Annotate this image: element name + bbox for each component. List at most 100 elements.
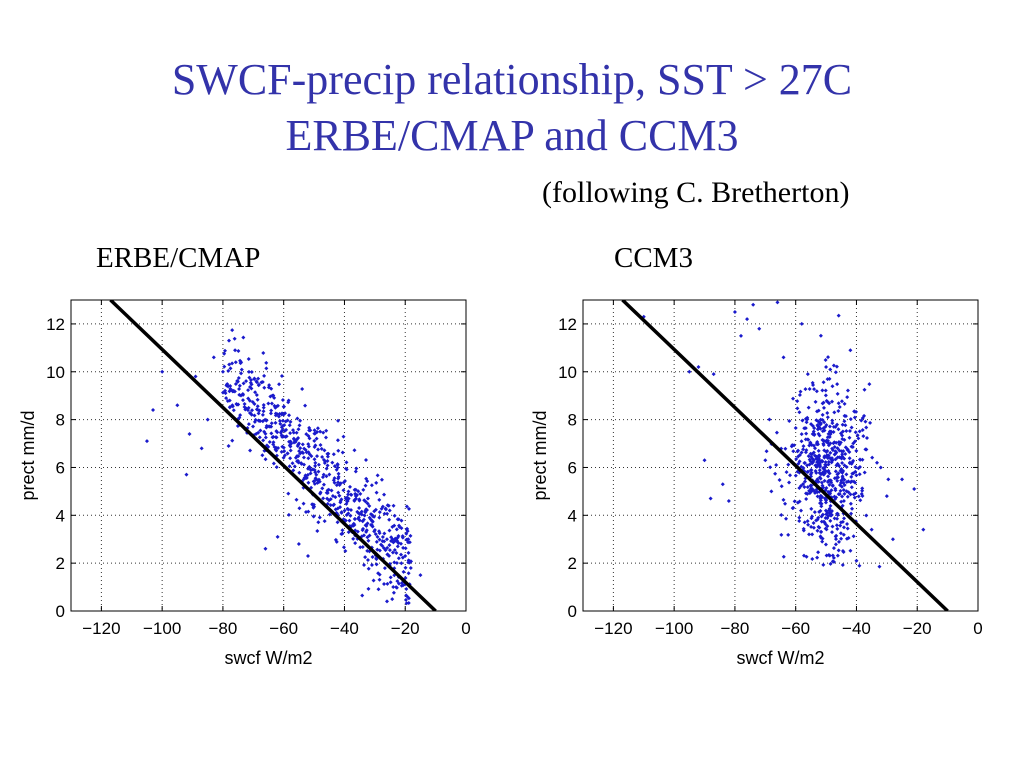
data-point	[815, 528, 820, 533]
data-point	[836, 409, 841, 414]
data-point	[238, 393, 243, 398]
data-point	[250, 400, 255, 405]
data-point	[856, 436, 861, 441]
data-point	[343, 466, 348, 471]
data-point	[248, 411, 253, 416]
data-point	[242, 402, 247, 407]
data-point	[379, 506, 384, 511]
x-tick-label: 0	[461, 619, 470, 638]
data-point	[811, 458, 816, 463]
data-point	[241, 381, 246, 386]
data-point	[331, 452, 336, 457]
data-point	[362, 513, 367, 518]
data-point	[779, 484, 784, 489]
data-point	[234, 402, 239, 407]
data-point	[253, 417, 258, 422]
data-point	[269, 431, 274, 436]
data-point	[835, 472, 840, 477]
data-point	[364, 457, 369, 462]
data-point	[296, 441, 301, 446]
data-point	[767, 417, 772, 422]
data-point	[848, 492, 853, 497]
data-point	[851, 534, 856, 539]
data-point	[382, 566, 387, 571]
data-point	[297, 506, 302, 511]
data-point	[369, 523, 374, 528]
data-point	[838, 431, 843, 436]
data-point	[372, 509, 377, 514]
data-point	[811, 521, 816, 526]
data-point	[365, 479, 370, 484]
subtitle: (following C. Bretherton)	[542, 176, 850, 209]
data-point	[369, 512, 374, 517]
data-point	[842, 477, 847, 482]
data-point	[838, 523, 843, 528]
data-point	[791, 505, 796, 510]
data-point	[295, 416, 300, 421]
data-point	[315, 426, 320, 431]
data-point	[267, 439, 272, 444]
data-point	[267, 383, 272, 388]
data-point	[284, 434, 289, 439]
data-point	[798, 389, 803, 394]
data-point	[841, 532, 846, 537]
data-point	[341, 434, 346, 439]
data-point	[316, 469, 321, 474]
data-point	[313, 460, 318, 465]
data-point	[352, 448, 357, 453]
y-tick-label: 12	[46, 315, 65, 334]
data-point	[303, 403, 308, 408]
data-point	[291, 428, 296, 433]
data-point	[369, 483, 374, 488]
data-point	[273, 435, 278, 440]
data-point	[834, 537, 839, 542]
data-point	[404, 504, 409, 509]
data-point	[380, 535, 385, 540]
data-point	[346, 496, 351, 501]
data-point	[774, 463, 779, 468]
data-point	[799, 508, 804, 513]
data-point	[830, 418, 835, 423]
data-point	[223, 391, 228, 396]
data-point	[325, 458, 330, 463]
data-point	[331, 503, 336, 508]
data-point	[365, 557, 370, 562]
data-point	[406, 601, 411, 606]
data-point	[301, 455, 306, 460]
data-point	[396, 534, 401, 539]
data-point	[175, 403, 180, 408]
data-point	[817, 461, 822, 466]
data-point	[318, 443, 323, 448]
data-point	[306, 456, 311, 461]
data-point	[193, 374, 198, 379]
data-point	[802, 485, 807, 490]
data-point	[835, 516, 840, 521]
data-point	[211, 355, 216, 360]
data-point	[805, 372, 810, 377]
data-point	[840, 452, 845, 457]
data-point	[826, 462, 831, 467]
data-point	[850, 471, 855, 476]
data-point	[844, 464, 849, 469]
data-point	[301, 477, 306, 482]
data-point	[281, 434, 286, 439]
data-point	[809, 470, 814, 475]
data-point	[802, 520, 807, 525]
data-point	[809, 422, 814, 427]
data-point	[262, 385, 267, 390]
data-point	[784, 516, 789, 521]
data-point	[860, 457, 865, 462]
data-point	[336, 490, 341, 495]
data-point	[831, 363, 836, 368]
data-point	[394, 538, 399, 543]
data-point	[818, 417, 823, 422]
x-tick-label: −120	[594, 619, 632, 638]
data-point	[837, 492, 842, 497]
data-point	[246, 388, 251, 393]
data-point	[843, 414, 848, 419]
data-point	[367, 533, 372, 538]
data-point	[403, 597, 408, 602]
data-point	[817, 509, 822, 514]
data-point	[327, 472, 332, 477]
data-point	[389, 535, 394, 540]
